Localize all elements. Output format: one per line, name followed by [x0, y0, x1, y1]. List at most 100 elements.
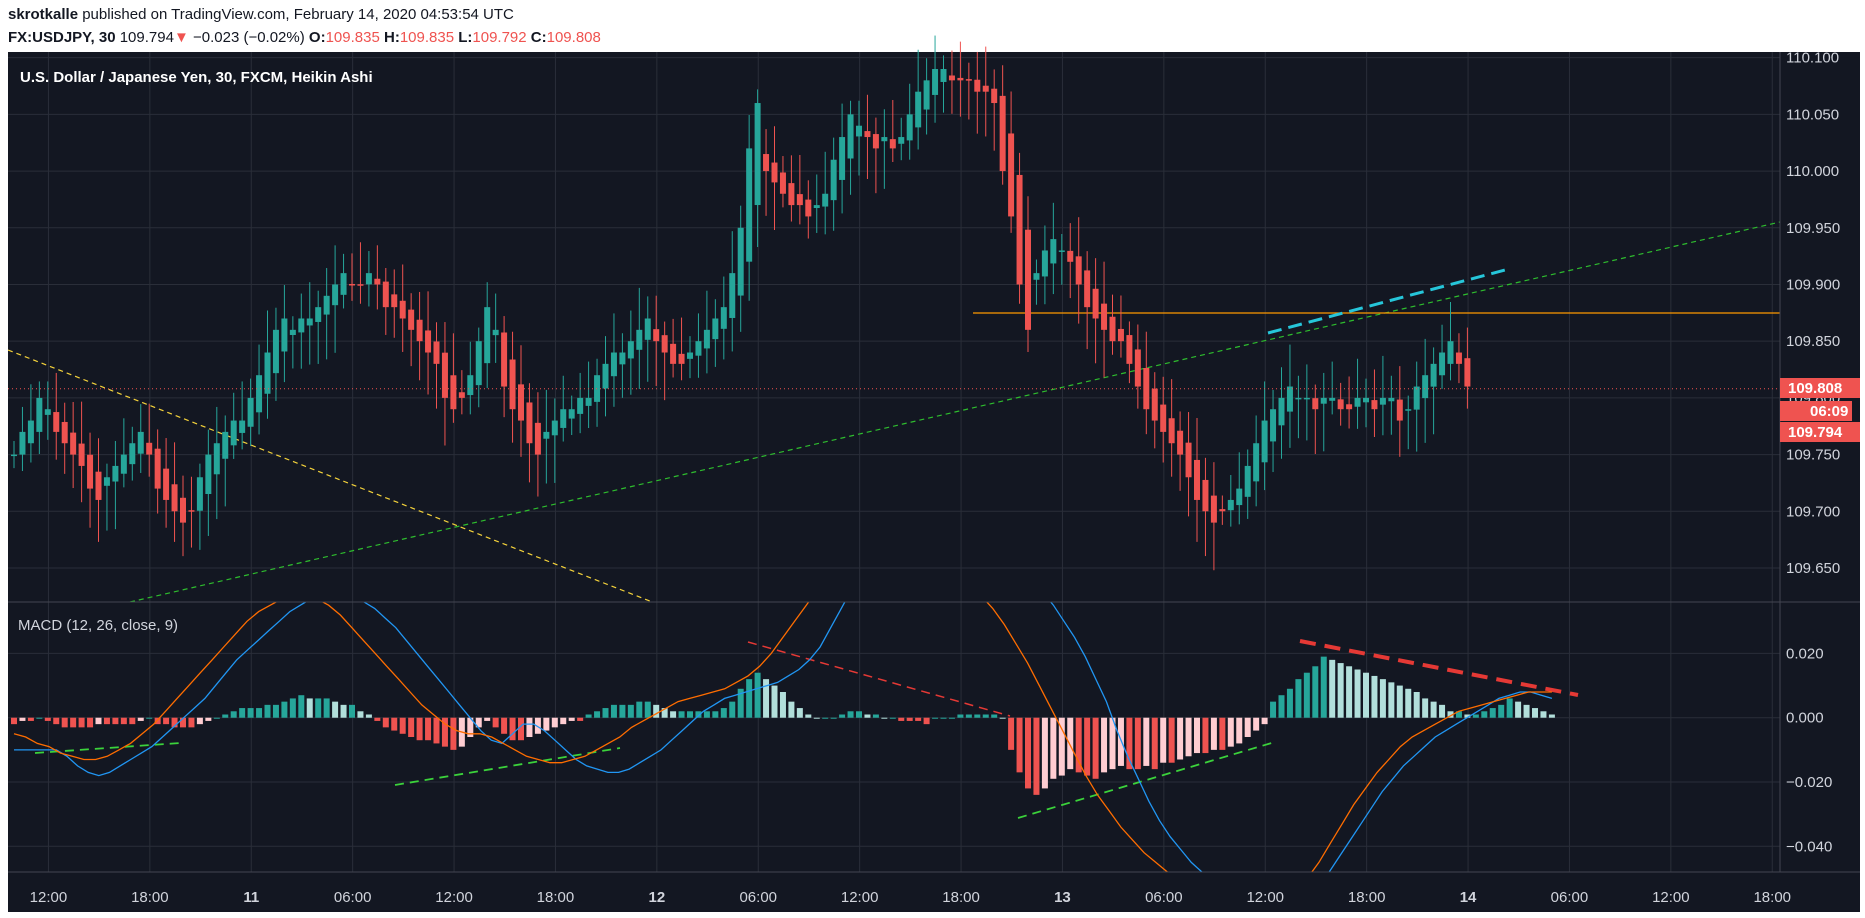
histogram-bar — [146, 717, 153, 719]
candle-body — [501, 332, 508, 387]
candle-body — [1464, 358, 1471, 387]
histogram-bar — [1016, 717, 1023, 773]
candle-body — [1270, 409, 1277, 442]
candle-body — [281, 318, 288, 352]
grid-lines — [8, 52, 1780, 872]
histogram-bar — [1447, 711, 1454, 718]
candle-body — [332, 284, 339, 306]
histogram-bar — [779, 692, 786, 718]
histogram-bar — [44, 717, 51, 721]
candle-body — [534, 422, 541, 455]
candle-body — [1075, 256, 1082, 285]
histogram-bar — [78, 717, 85, 728]
histogram-bar — [1101, 717, 1108, 773]
price-tag — [1780, 378, 1860, 398]
macd-line — [14, 602, 1553, 872]
candle-body — [1016, 174, 1023, 285]
histogram-bar — [678, 711, 685, 718]
histogram-bar — [729, 701, 736, 718]
histogram-bar — [501, 717, 508, 734]
histogram-bar — [281, 701, 288, 718]
candle-body — [78, 443, 85, 466]
candle-body — [1244, 465, 1251, 497]
histogram-bar — [1075, 717, 1082, 773]
histogram-bar — [526, 717, 533, 737]
histogram-bar — [703, 711, 710, 718]
histogram-bar — [771, 685, 778, 718]
candle-body — [120, 454, 127, 474]
histogram-bar — [1168, 717, 1175, 763]
histogram-bar — [1253, 717, 1260, 731]
candle-body — [551, 420, 558, 436]
histogram-bar — [374, 717, 381, 721]
time-tick-label: 06:00 — [739, 889, 777, 906]
trend-drawings[interactable] — [8, 221, 1780, 819]
candle-body — [180, 497, 186, 523]
macd-red-trendline — [747, 641, 1011, 717]
histogram-bar — [1464, 714, 1471, 718]
price-tick-label: 109.900 — [1786, 276, 1840, 293]
high-label: H: — [383, 29, 400, 46]
candle-body — [746, 148, 753, 262]
histogram-bar — [754, 672, 761, 718]
histogram-bar — [19, 717, 26, 721]
candle-body — [475, 341, 482, 386]
candle-body — [256, 375, 263, 413]
time-tick-label: 18:00 — [537, 889, 575, 906]
histogram-bar — [95, 717, 102, 725]
histogram-bar — [247, 708, 254, 718]
histogram-bar — [560, 717, 567, 725]
candle-body — [610, 352, 617, 377]
time-tick-label: 12:00 — [435, 889, 473, 906]
candle-body — [205, 454, 212, 494]
histogram-bar — [1244, 717, 1251, 737]
candle-body — [940, 69, 947, 82]
price-tag-label: 109.794 — [1788, 424, 1843, 441]
histogram-bar — [467, 717, 474, 737]
candle-body — [822, 193, 829, 207]
histogram-bar — [1312, 666, 1319, 718]
histogram-bar — [712, 711, 719, 718]
candle-body — [627, 341, 634, 359]
candle-body — [315, 307, 322, 322]
author-name[interactable]: skrotkalle — [8, 6, 79, 23]
histogram-bar — [551, 717, 558, 728]
candle-body — [1363, 397, 1369, 403]
high-value: 109.835 — [399, 29, 455, 46]
candle-body — [289, 329, 296, 335]
candle-body — [492, 329, 499, 336]
candle-body — [298, 318, 305, 333]
histogram-bar — [999, 717, 1006, 719]
candle-body — [1405, 409, 1412, 411]
candle-body — [543, 431, 550, 439]
candle-body — [1379, 397, 1386, 405]
candle-body — [796, 194, 803, 206]
histogram-bar — [36, 717, 43, 719]
candle-body — [163, 468, 170, 500]
histogram-bar — [205, 717, 212, 721]
candle-body — [712, 318, 719, 340]
ohlc-legend: FX:USDJPY, 30 109.794▼ −0.023 (−0.02%) O… — [8, 29, 601, 46]
histogram-bar — [1498, 704, 1505, 718]
candle-body — [678, 353, 685, 364]
histogram-bar — [1278, 695, 1285, 718]
histogram-bar — [898, 717, 905, 721]
time-tick-label: 12:00 — [1652, 889, 1690, 906]
candle-body — [1134, 349, 1141, 387]
candle-body — [1354, 397, 1361, 407]
histogram-bar — [915, 717, 922, 721]
candle-body — [441, 352, 448, 398]
histogram-bar — [87, 717, 94, 728]
candle-body — [467, 375, 474, 396]
histogram-bar — [1422, 698, 1429, 718]
candle-body — [44, 409, 51, 415]
candle-body — [1422, 375, 1429, 399]
histogram-bar — [1041, 717, 1048, 789]
histogram-bar — [298, 695, 305, 718]
candle-body — [484, 307, 491, 364]
histogram-bar — [1270, 701, 1277, 718]
candle-body — [805, 199, 812, 217]
candle-body — [906, 114, 913, 141]
time-tick-label: 18:00 — [131, 889, 169, 906]
